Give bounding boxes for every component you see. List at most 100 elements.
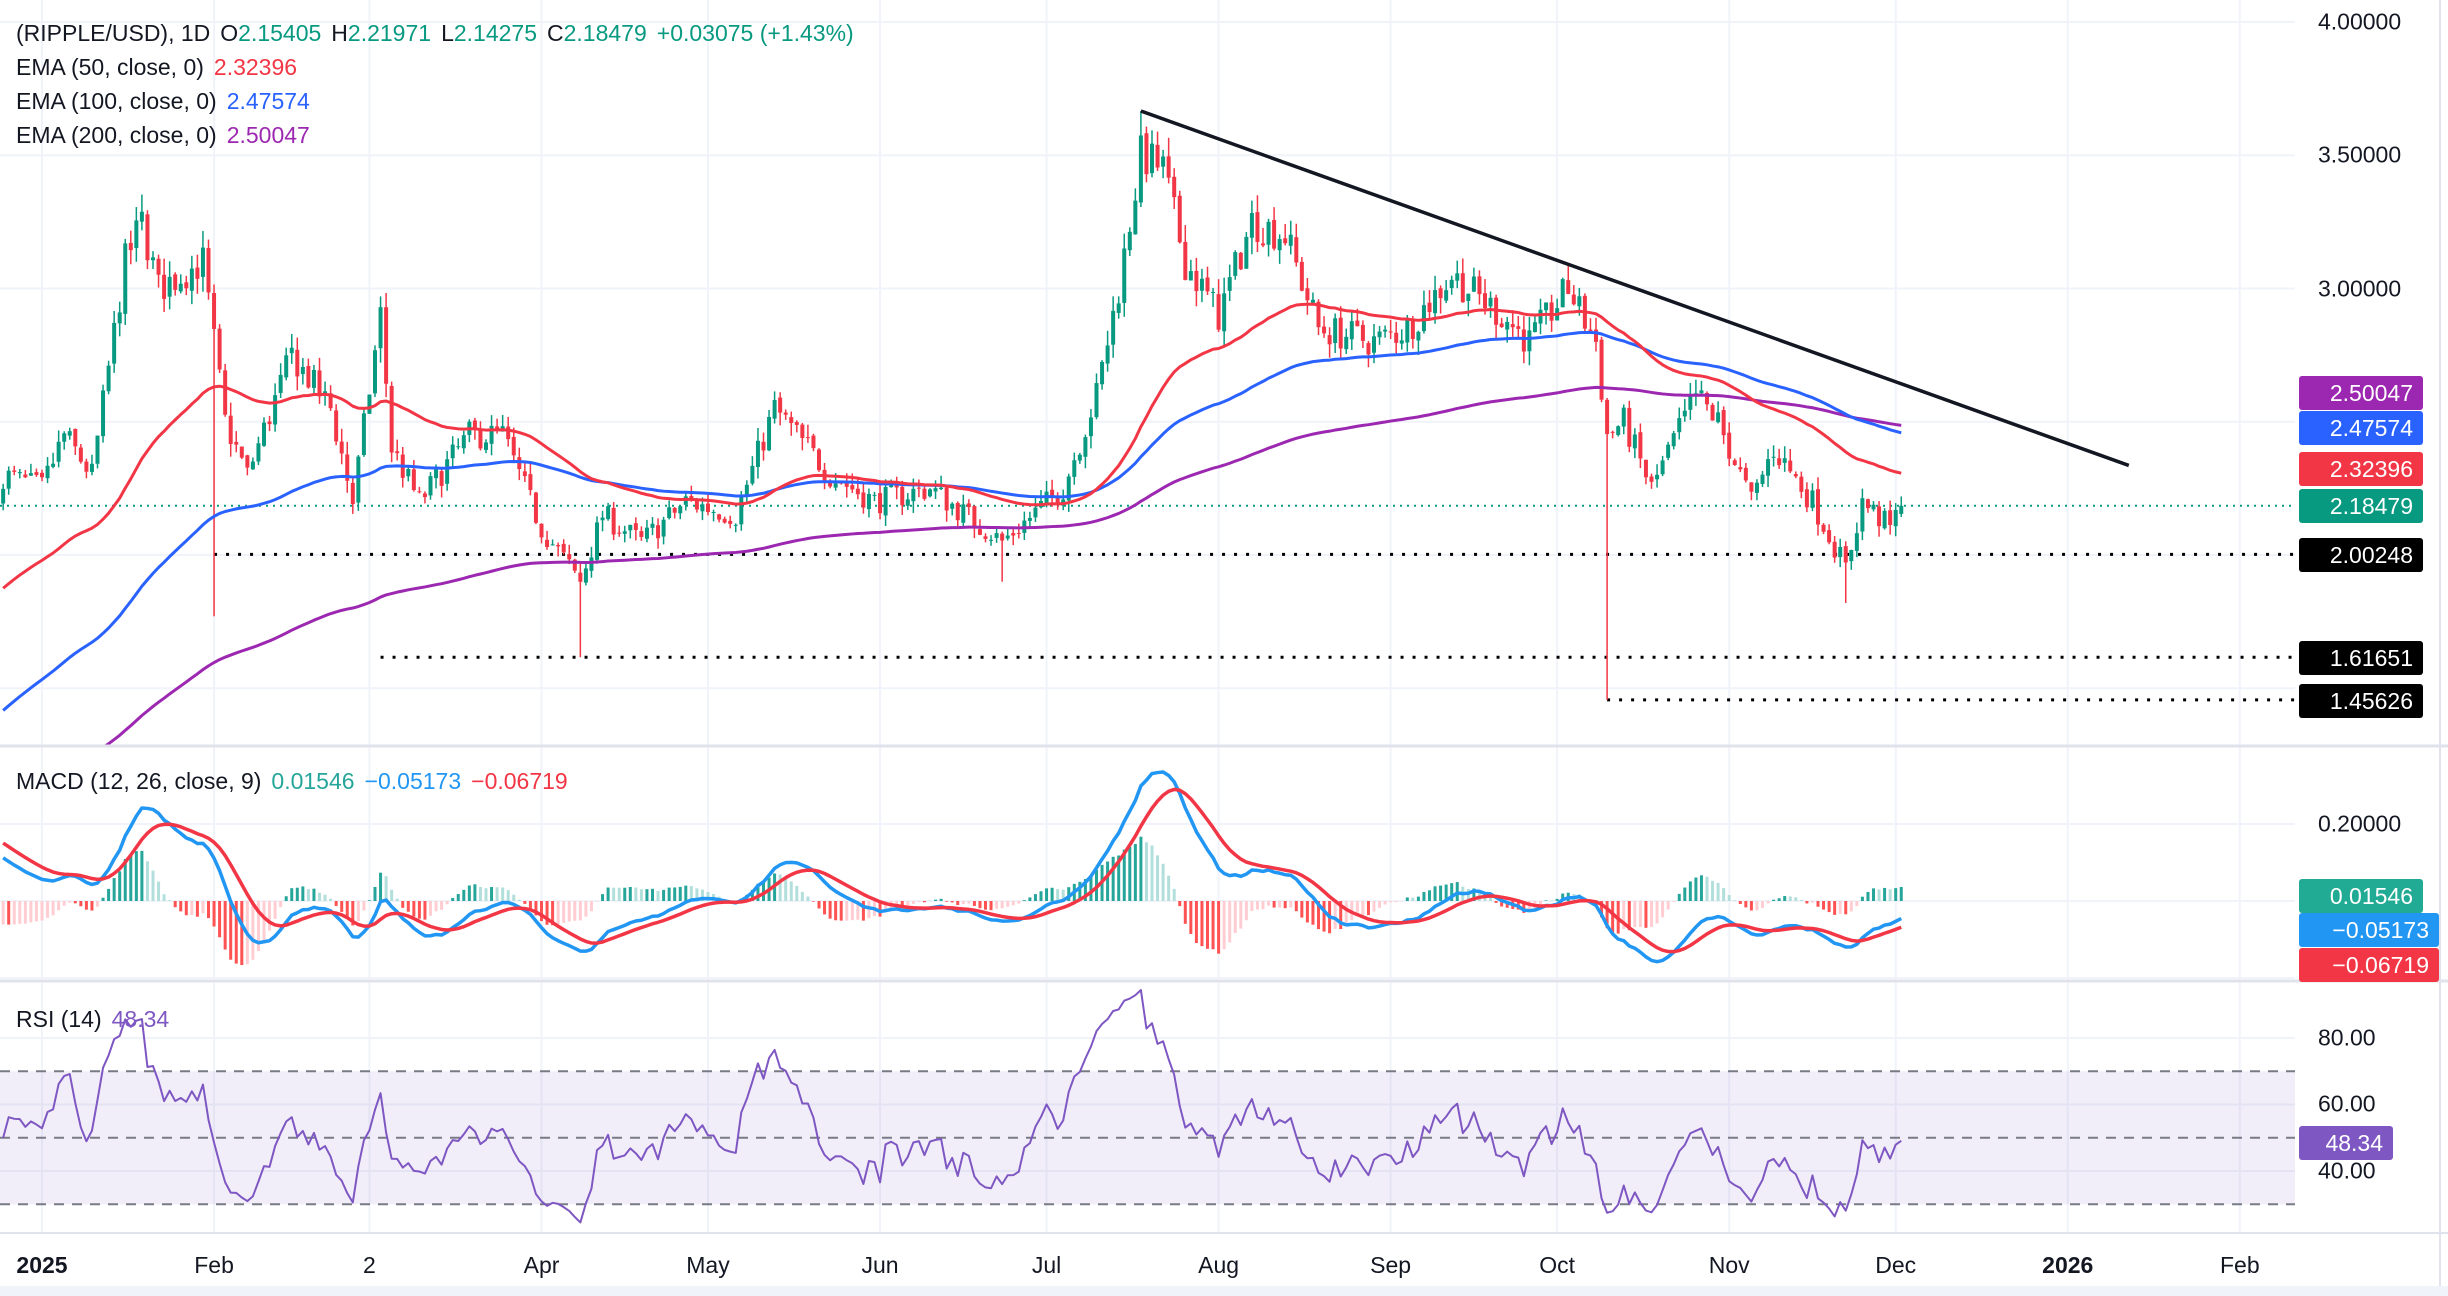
candle bbox=[339, 428, 344, 465]
macd-histogram-bar bbox=[1200, 901, 1204, 947]
macd-histogram-bar bbox=[1122, 849, 1126, 901]
candle-body bbox=[1827, 530, 1832, 543]
macd-histogram-bar bbox=[1672, 901, 1676, 902]
candle-body bbox=[361, 413, 366, 455]
macd-histogram-bar bbox=[1355, 901, 1359, 917]
resistance-trendline[interactable] bbox=[1140, 109, 2130, 468]
macd-histogram-bar bbox=[1727, 895, 1731, 901]
candle-body bbox=[1272, 220, 1277, 249]
candle bbox=[1871, 501, 1876, 512]
candle-body bbox=[384, 307, 389, 384]
candle-body bbox=[1183, 241, 1188, 280]
candle-body bbox=[950, 503, 955, 509]
candle bbox=[1194, 257, 1199, 307]
ema200-legend[interactable]: EMA (200, close, 0) 2.50047 bbox=[16, 122, 310, 149]
macd-histogram-bar bbox=[695, 888, 699, 901]
macd-histogram-bar bbox=[1822, 901, 1826, 910]
candle-body bbox=[1738, 467, 1743, 470]
candle bbox=[1632, 428, 1637, 459]
macd-histogram-bar bbox=[1444, 884, 1448, 901]
candle-body bbox=[1005, 535, 1010, 539]
symbol-legend[interactable]: (RIPPLE/USD), 1D O2.15405 H2.21971 L2.14… bbox=[16, 20, 854, 47]
candle-body bbox=[23, 474, 28, 478]
time-axis-label: May bbox=[686, 1252, 730, 1278]
candle-body bbox=[1194, 270, 1199, 292]
macd-histogram-bar bbox=[1699, 875, 1703, 901]
candle bbox=[1888, 500, 1893, 535]
macd-histogram-bar bbox=[1383, 901, 1387, 905]
candle bbox=[250, 457, 255, 470]
candle bbox=[1693, 379, 1698, 406]
macd-histogram-bar bbox=[1683, 887, 1687, 901]
candle-body bbox=[300, 366, 305, 375]
macd-histogram-bar bbox=[1217, 901, 1221, 954]
candle-body bbox=[1322, 326, 1327, 334]
macd-histogram-bar bbox=[1000, 901, 1004, 909]
candle-body bbox=[212, 292, 217, 329]
macd-histogram-bar bbox=[1716, 882, 1720, 901]
support-level-badge: 2.00248 bbox=[2299, 538, 2423, 572]
macd-histogram-bar bbox=[1050, 887, 1054, 901]
candle-body bbox=[994, 533, 999, 538]
candle-body bbox=[717, 514, 722, 520]
ema100-legend[interactable]: EMA (100, close, 0) 2.47574 bbox=[16, 88, 310, 115]
candle-body bbox=[1760, 474, 1765, 484]
candle-body bbox=[1216, 294, 1221, 330]
candle bbox=[262, 417, 266, 447]
macd-histogram-bar bbox=[123, 858, 127, 901]
macd-histogram-bar bbox=[850, 901, 854, 921]
candle-body bbox=[1577, 296, 1582, 307]
macd-histogram-bar bbox=[1272, 901, 1276, 908]
candle-body bbox=[1865, 499, 1870, 509]
macd-histogram-bar bbox=[179, 901, 183, 912]
candle bbox=[1660, 455, 1665, 477]
candle-body bbox=[678, 506, 683, 514]
rsi-value: 48.34 bbox=[111, 1006, 170, 1032]
candle-body bbox=[1150, 143, 1154, 174]
macd-signal-badge: −0.06719 bbox=[2299, 948, 2439, 982]
candle bbox=[1377, 326, 1382, 345]
candle-body bbox=[1133, 200, 1138, 235]
candle bbox=[284, 347, 289, 381]
candle-body bbox=[1471, 276, 1476, 292]
macd-histogram-bar bbox=[340, 901, 344, 912]
ema50-legend[interactable]: EMA (50, close, 0) 2.32396 bbox=[16, 54, 297, 81]
macd-histogram-bar bbox=[900, 901, 904, 908]
candle bbox=[384, 292, 389, 398]
candle bbox=[278, 363, 283, 398]
macd-histogram-bar bbox=[1500, 901, 1504, 907]
price-tick: 4.00000 bbox=[2318, 8, 2402, 35]
candle bbox=[1005, 527, 1010, 541]
ema200-price-badge: 2.50047 bbox=[2299, 376, 2423, 410]
candle-body bbox=[545, 539, 550, 548]
macd-histogram-bar bbox=[451, 897, 455, 901]
price-pane bbox=[0, 109, 2295, 745]
candle-body bbox=[900, 486, 905, 506]
candle-body bbox=[711, 511, 716, 513]
candle-body bbox=[1011, 533, 1016, 536]
candle bbox=[672, 507, 677, 519]
macd-histogram-bar bbox=[1644, 901, 1648, 928]
candle bbox=[583, 562, 588, 586]
last-price-badge: 2.18479 bbox=[2299, 489, 2423, 523]
macd-histogram-bar bbox=[501, 887, 505, 901]
candle-body bbox=[495, 426, 500, 430]
time-axis-label: Nov bbox=[1708, 1252, 1750, 1278]
candle-body bbox=[395, 451, 400, 454]
macd-histogram-bar bbox=[1688, 881, 1692, 901]
macd-histogram-bar bbox=[1555, 898, 1559, 901]
ema200-value: 2.50047 bbox=[226, 122, 310, 148]
candle-body bbox=[1277, 239, 1282, 251]
candle bbox=[916, 479, 921, 498]
ema100-price-badge: 2.47574 bbox=[2299, 411, 2423, 445]
rsi-legend[interactable]: RSI (14) 48.34 bbox=[16, 1006, 169, 1033]
macd-legend[interactable]: MACD (12, 26, close, 9) 0.01546 −0.05173 −0… bbox=[16, 768, 568, 795]
time-axis-label: 2025 bbox=[16, 1252, 68, 1278]
candle bbox=[1449, 275, 1454, 295]
candle bbox=[1677, 407, 1682, 440]
candle bbox=[578, 563, 583, 658]
candle bbox=[356, 455, 361, 511]
candle bbox=[12, 465, 17, 476]
high-value: 2.21971 bbox=[347, 20, 432, 46]
